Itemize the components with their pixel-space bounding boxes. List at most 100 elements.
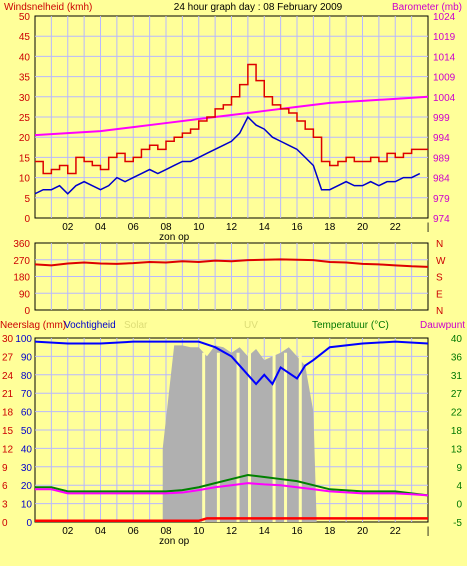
rain-y-tick: 15 xyxy=(2,426,14,437)
temp-y-tick: 22 xyxy=(451,408,463,419)
x-tick-label: 12 xyxy=(226,222,238,233)
compass-tick: N xyxy=(436,239,443,250)
x-tick-label: 16 xyxy=(291,222,303,233)
rain-series xyxy=(35,517,428,523)
baro-y-tick: 1009 xyxy=(433,73,456,84)
x-tick-label: 02 xyxy=(62,222,74,233)
humidity-y-tick: 40 xyxy=(21,444,33,455)
chart-title: 24 hour graph day : 08 February 2009 xyxy=(174,2,343,13)
x-tick-label: 06 xyxy=(128,526,140,537)
rain-y-tick: 24 xyxy=(2,371,14,382)
humidity-y-tick: 90 xyxy=(21,352,33,363)
rain-y-tick: 12 xyxy=(2,444,14,455)
humidity-y-tick: 60 xyxy=(21,408,33,419)
barometer-series xyxy=(34,95,429,137)
x-tick-label: 06 xyxy=(128,222,140,233)
x-tick-label: 04 xyxy=(95,526,107,537)
temp-y-tick: 18 xyxy=(451,426,463,437)
humidity-y-tick: 20 xyxy=(21,481,33,492)
baro-y-tick: 994 xyxy=(433,133,450,144)
temperature-label: Temperatuur (°C) xyxy=(312,320,389,331)
x-tick-label: 22 xyxy=(390,526,402,537)
compass-tick: E xyxy=(436,289,443,300)
wind-baro-panel: 5045403530252015105010241019101410091004… xyxy=(19,12,456,243)
temp-y-tick: 13 xyxy=(451,444,463,455)
x-tick-end: | xyxy=(427,526,430,537)
dir-y-tick: 180 xyxy=(13,273,30,284)
wind-y-tick: 20 xyxy=(19,133,31,144)
humidity-y-tick: 10 xyxy=(21,500,33,511)
temp-y-tick: 9 xyxy=(456,463,462,474)
rain-y-tick: 3 xyxy=(2,500,8,511)
temp-y-tick: 36 xyxy=(451,352,463,363)
compass-tick: N xyxy=(436,306,443,317)
rain-y-tick: 0 xyxy=(2,518,8,529)
solar-area xyxy=(162,345,317,522)
temp-y-tick: 27 xyxy=(451,389,463,400)
dir-y-tick: 270 xyxy=(13,256,30,267)
wind-y-tick: 50 xyxy=(19,12,31,23)
wind-y-tick: 10 xyxy=(19,174,31,185)
dir-y-tick: 90 xyxy=(19,289,31,300)
sunrise-annotation: zon op xyxy=(159,232,189,243)
uv-label: UV xyxy=(244,320,258,331)
wind-y-tick: 0 xyxy=(24,214,30,225)
baro-y-tick: 979 xyxy=(433,194,450,205)
compass-tick: S xyxy=(436,273,443,284)
x-tick-label: 08 xyxy=(160,526,172,537)
x-tick-label: 10 xyxy=(193,222,205,233)
dewpoint-series xyxy=(35,482,429,497)
humidity-y-tick: 30 xyxy=(21,463,33,474)
dir-y-tick: 0 xyxy=(24,306,30,317)
solar-label: Solar xyxy=(124,320,148,331)
dir-y-tick: 360 xyxy=(13,239,30,250)
baro-y-tick: 984 xyxy=(433,174,450,185)
humidity-y-tick: 70 xyxy=(21,389,33,400)
baro-y-tick: 999 xyxy=(433,113,450,124)
humidity-y-tick: 100 xyxy=(15,334,32,345)
x-tick-label: 18 xyxy=(324,222,336,233)
temp-y-tick: 40 xyxy=(451,334,463,345)
rain-y-tick: 6 xyxy=(2,481,8,492)
wind-y-tick: 15 xyxy=(19,153,31,164)
rain-label: Neerslag (mm) xyxy=(0,320,66,331)
baro-y-tick: 974 xyxy=(433,214,450,225)
x-tick-label: 02 xyxy=(62,526,74,537)
baro-y-tick: 1019 xyxy=(433,32,456,43)
baro-y-tick: 1024 xyxy=(433,12,456,23)
x-tick-label: 20 xyxy=(357,526,369,537)
humidity-y-tick: 0 xyxy=(26,518,32,529)
temp-y-tick: 31 xyxy=(451,371,463,382)
temp-y-tick: 4 xyxy=(456,481,462,492)
x-tick-label: 14 xyxy=(259,526,271,537)
wind-direction-series xyxy=(34,258,429,268)
x-tick-label: 14 xyxy=(259,222,271,233)
humidity-label: Vochtigheid xyxy=(64,320,116,331)
x-tick-label: 16 xyxy=(291,526,303,537)
humidity-series xyxy=(34,340,429,386)
rain-y-tick: 27 xyxy=(2,352,14,363)
temp-y-tick: -5 xyxy=(453,518,462,529)
x-tick-end: | xyxy=(427,222,430,233)
wind-y-tick: 5 xyxy=(24,194,30,205)
baro-y-tick: 1014 xyxy=(433,52,456,63)
rain-y-tick: 30 xyxy=(2,334,14,345)
rain-y-tick: 21 xyxy=(2,389,14,400)
wind-average-series xyxy=(34,115,421,195)
sunrise-annotation: zon op xyxy=(159,536,189,547)
barometer-label: Barometer (mb) xyxy=(392,2,462,13)
wind-gust-series xyxy=(35,63,428,175)
rain-y-tick: 18 xyxy=(2,408,14,419)
wind-y-tick: 45 xyxy=(19,32,31,43)
x-tick-label: 04 xyxy=(95,222,107,233)
temperature-series xyxy=(35,473,429,497)
humidity-y-tick: 50 xyxy=(21,426,33,437)
x-tick-label: 18 xyxy=(324,526,336,537)
rain-y-tick: 9 xyxy=(2,463,8,474)
dewpoint-label: Dauwpunt xyxy=(420,320,465,331)
x-tick-label: 12 xyxy=(226,526,238,537)
x-tick-label: 20 xyxy=(357,222,369,233)
wind-y-tick: 40 xyxy=(19,52,31,63)
baro-y-tick: 989 xyxy=(433,153,450,164)
wind-y-tick: 35 xyxy=(19,73,31,84)
